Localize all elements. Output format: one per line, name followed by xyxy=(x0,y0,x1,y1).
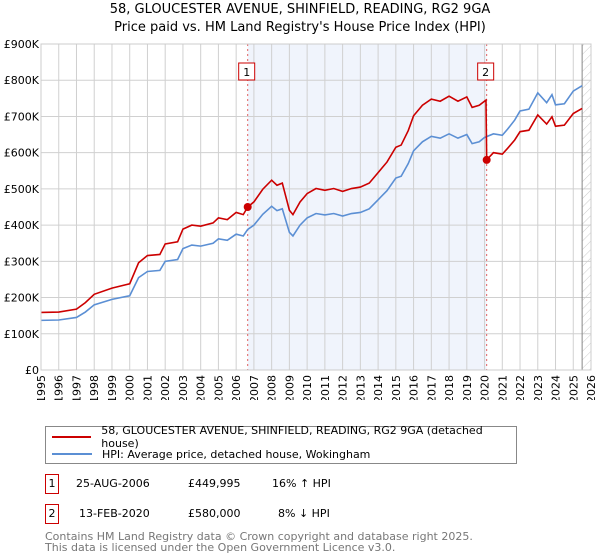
sale-date: 13-FEB-2020 xyxy=(79,507,150,520)
y-tick-label: £800K xyxy=(4,74,40,87)
plot-border xyxy=(40,43,592,371)
x-tick-label: 2025 xyxy=(567,375,580,400)
x-tick-label: 2006 xyxy=(230,375,243,400)
x-tick-label: 2005 xyxy=(212,375,225,400)
sale-marker-label: 1 xyxy=(243,66,250,79)
x-tick-label: 1996 xyxy=(53,375,66,400)
y-tick-label: £300K xyxy=(4,255,40,268)
chart-subtitle: Price paid vs. HM Land Registry's House … xyxy=(114,20,486,35)
legend: 58, GLOUCESTER AVENUE, SHINFIELD, READIN… xyxy=(45,424,517,464)
forecast-hatch xyxy=(582,44,591,370)
x-tick-label: 2001 xyxy=(141,375,154,400)
ownership-shading xyxy=(247,44,487,370)
x-tick-label: 2012 xyxy=(337,375,350,400)
sale-price: £449,995 xyxy=(188,477,241,490)
property-price-line xyxy=(40,95,583,314)
x-tick-label: 2000 xyxy=(124,375,137,400)
x-tick-label: 2015 xyxy=(390,375,403,400)
x-tick-label: 2023 xyxy=(532,375,545,400)
x-tick-label: 2002 xyxy=(159,375,172,400)
y-tick-label: £0 xyxy=(25,364,39,377)
sale-point xyxy=(243,203,252,212)
x-tick-label: 2011 xyxy=(319,375,332,400)
hpi-diff: 8% ↓ HPI xyxy=(278,507,330,520)
x-tick-label: 1999 xyxy=(106,375,119,400)
marker-badge: 1 xyxy=(45,474,59,494)
y-tick-label: £700K xyxy=(4,110,40,123)
legend-label: HPI: Average price, detached house, Woki… xyxy=(102,447,371,461)
x-tick-label: 2022 xyxy=(514,375,527,400)
chart-title: 58, GLOUCESTER AVENUE, SHINFIELD, READIN… xyxy=(109,2,491,17)
y-tick-label: £900K xyxy=(4,38,40,51)
transaction-row: 1 25-AUG-2006 £449,995 16% ↑ HPI xyxy=(45,474,545,494)
sale-marker-label: 2 xyxy=(482,66,489,79)
x-tick-label: 2017 xyxy=(425,375,438,400)
x-tick-label: 2009 xyxy=(283,375,296,400)
y-tick-label: £100K xyxy=(4,328,40,341)
y-tick-label: £600K xyxy=(4,147,40,160)
x-tick-label: 2016 xyxy=(408,375,421,400)
y-tick-label: £400K xyxy=(4,219,40,232)
x-tick-label: 2021 xyxy=(496,375,509,400)
hpi-diff: 16% ↑ HPI xyxy=(272,477,331,490)
hpi-line xyxy=(40,84,583,322)
x-tick-label: 2008 xyxy=(266,375,279,400)
sale-marker-box xyxy=(238,62,256,81)
blue-line-swatch xyxy=(52,453,92,455)
legend-label: 58, GLOUCESTER AVENUE, SHINFIELD, READIN… xyxy=(101,424,483,450)
x-tick-label: 2019 xyxy=(461,375,474,400)
x-tick-label: 2013 xyxy=(354,375,367,400)
legend-item-hpi: HPI: Average price, detached house, Woki… xyxy=(52,446,370,462)
y-tick-label: £500K xyxy=(4,183,40,196)
sale-marker-box xyxy=(477,62,495,81)
x-tick-label: 1995 xyxy=(35,375,48,400)
marker-badge: 2 xyxy=(45,504,59,524)
price-chart: 1995 1996 1997 1998 1999 2000 2001 2002 2003 2004… xyxy=(4,38,598,400)
x-tick-label: 2014 xyxy=(372,375,385,400)
red-line-swatch xyxy=(52,436,92,438)
x-tick-label: 2020 xyxy=(479,375,492,400)
x-tick-label: 1997 xyxy=(70,375,83,400)
footer-licence: This data is licensed under the Open Gov… xyxy=(45,541,396,554)
x-tick-label: 2004 xyxy=(195,375,208,400)
x-tick-label: 2010 xyxy=(301,375,314,400)
x-tick-label: 2003 xyxy=(177,375,190,400)
footer-copyright: Contains HM Land Registry data © Crown c… xyxy=(45,530,473,543)
sale-price: £580,000 xyxy=(188,507,241,520)
x-tick-label: 2024 xyxy=(550,375,563,400)
legend-item-property: 58, GLOUCESTER AVENUE, SHINFIELD, READIN… xyxy=(52,424,516,450)
sale-date: 25-AUG-2006 xyxy=(76,477,150,490)
x-tick-label: 2007 xyxy=(248,375,261,400)
x-tick-label: 2026 xyxy=(585,375,598,400)
y-tick-label: £200K xyxy=(4,292,40,305)
transaction-row: 2 13-FEB-2020 £580,000 8% ↓ HPI xyxy=(45,504,545,524)
x-tick-label: 2018 xyxy=(443,375,456,400)
x-tick-label: 1998 xyxy=(88,375,101,400)
sale-point xyxy=(482,155,491,164)
